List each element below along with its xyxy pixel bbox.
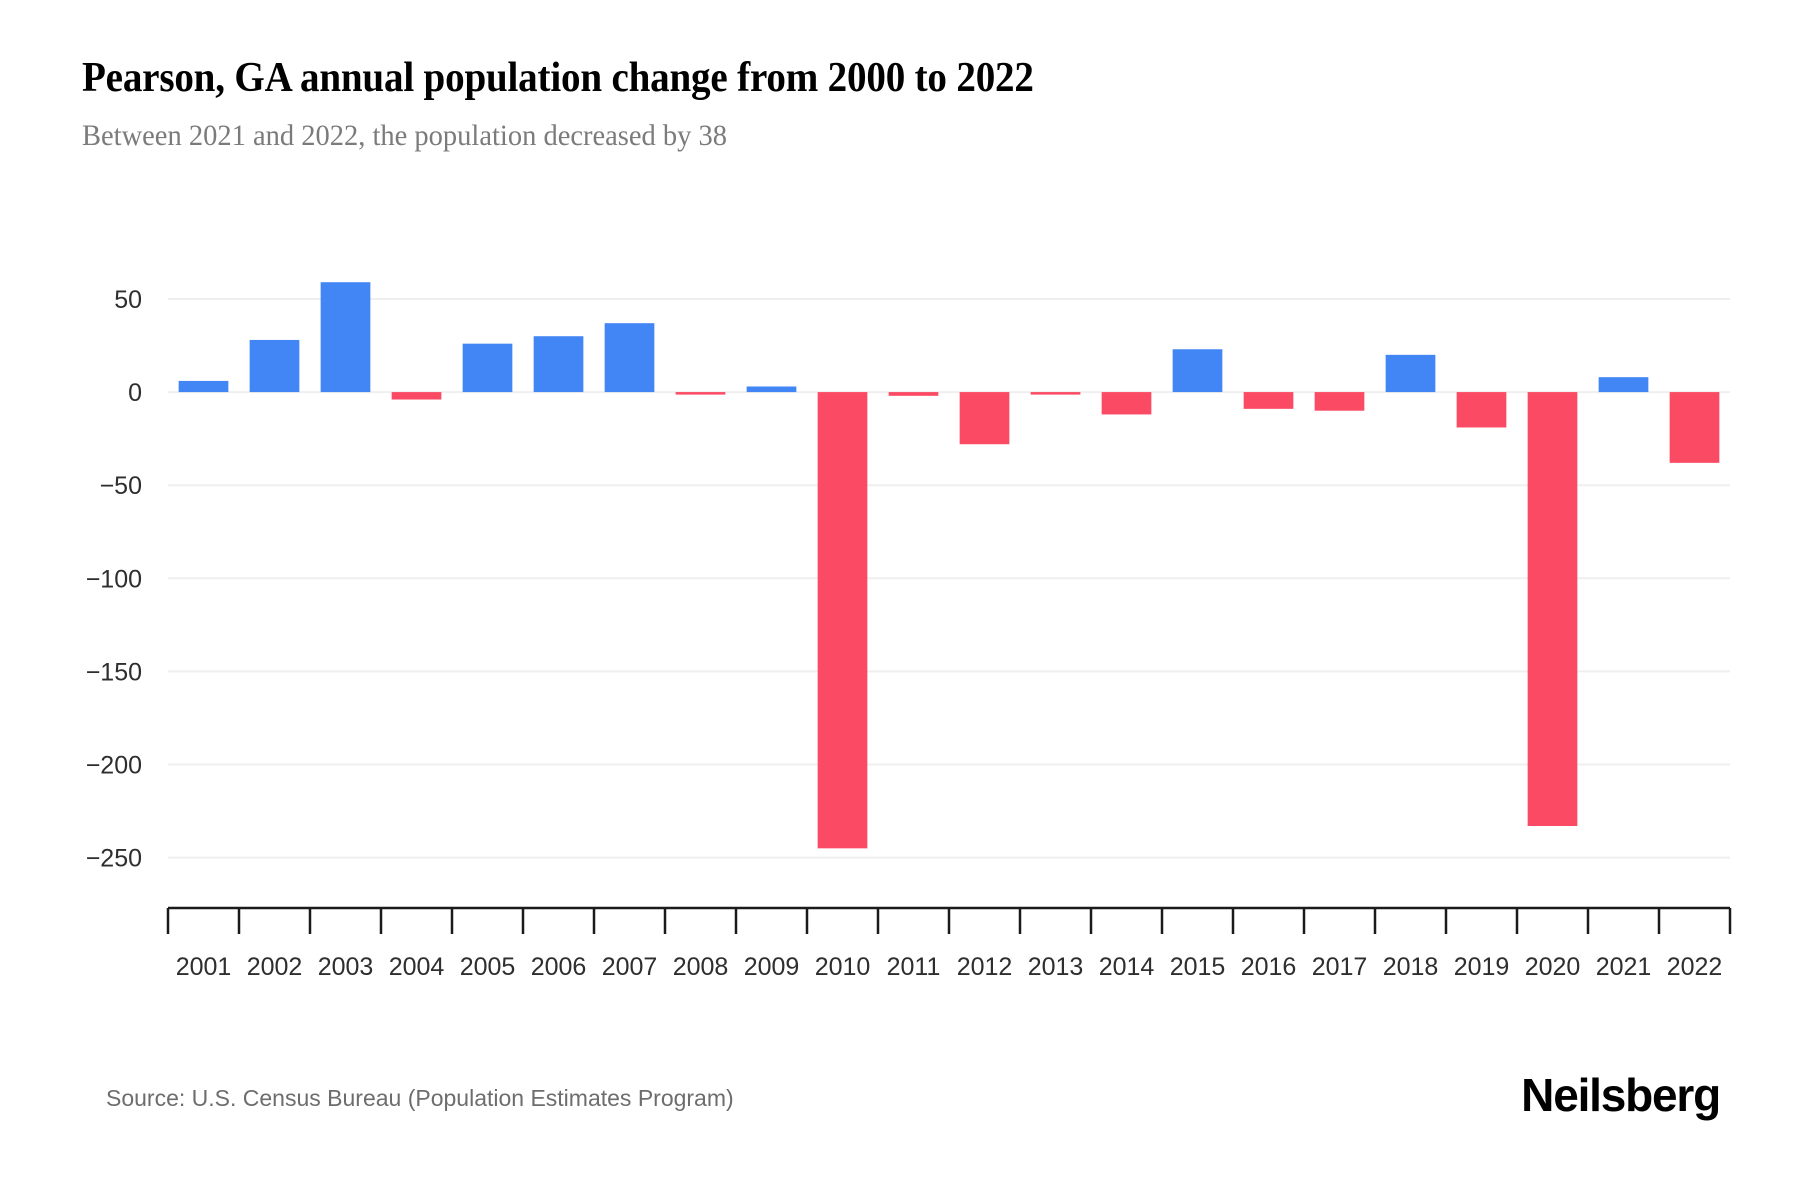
bar-2004[interactable] bbox=[391, 392, 442, 400]
y-axis-tick-label: −50 bbox=[100, 472, 142, 500]
bar-2010[interactable] bbox=[817, 392, 868, 849]
chart-subtitle: Between 2021 and 2022, the population de… bbox=[82, 119, 728, 152]
x-axis-tick-label-2020: 2020 bbox=[1525, 953, 1581, 981]
brand-logo: Neilsberg bbox=[1521, 1069, 1721, 1121]
y-axis-tick-label: 0 bbox=[128, 379, 142, 407]
bar-2008[interactable] bbox=[675, 392, 726, 395]
x-axis-tick-label-2016: 2016 bbox=[1241, 953, 1297, 981]
x-axis-tick-label-2011: 2011 bbox=[887, 953, 941, 981]
y-axis-tick-label: −100 bbox=[86, 565, 142, 593]
y-axis-tick-label: −250 bbox=[86, 845, 142, 873]
x-axis-tick-label-2015: 2015 bbox=[1170, 953, 1226, 981]
bar-2017[interactable] bbox=[1314, 392, 1365, 411]
bar-2009[interactable] bbox=[746, 386, 797, 393]
x-axis-tick-label-2019: 2019 bbox=[1454, 953, 1510, 981]
bar-2020[interactable] bbox=[1527, 392, 1578, 826]
x-axis-tick-label-2012: 2012 bbox=[957, 953, 1013, 981]
bar-2012[interactable] bbox=[959, 392, 1010, 445]
bar-2007[interactable] bbox=[604, 323, 655, 393]
bar-2006[interactable] bbox=[533, 336, 584, 393]
bar-2022[interactable] bbox=[1669, 392, 1720, 463]
page-title: Pearson, GA annual population change fro… bbox=[82, 55, 1034, 101]
y-axis: 50 0 −50 −100 −150 −200 −250 bbox=[86, 286, 142, 873]
gridlines bbox=[168, 297, 1730, 859]
x-axis-tick-label-2005: 2005 bbox=[460, 953, 516, 981]
x-axis-tick-label-2013: 2013 bbox=[1028, 953, 1084, 981]
x-axis: 2001 2002 2003 2004 2005 2006 2007 2008 2009 2010… bbox=[166, 906, 1732, 981]
y-axis-tick-label: −200 bbox=[86, 752, 142, 780]
x-axis-tick-label-2014: 2014 bbox=[1099, 953, 1155, 981]
bar-2001[interactable] bbox=[178, 380, 229, 393]
source-note: Source: U.S. Census Bureau (Population E… bbox=[106, 1085, 734, 1111]
x-axis-tick-label-2018: 2018 bbox=[1383, 953, 1439, 981]
x-axis-tick-label-2002: 2002 bbox=[247, 953, 303, 981]
y-axis-tick-label: −150 bbox=[86, 658, 142, 686]
y-axis-tick-label: 50 bbox=[114, 286, 142, 314]
x-axis-tick-label-2001: 2001 bbox=[176, 953, 232, 981]
bar-2005[interactable] bbox=[462, 343, 513, 393]
bar-2021[interactable] bbox=[1598, 377, 1649, 393]
bar-2019[interactable] bbox=[1456, 392, 1507, 428]
bars bbox=[178, 282, 1720, 849]
bar-2018[interactable] bbox=[1385, 354, 1436, 393]
x-axis-tick-label-2006: 2006 bbox=[531, 953, 587, 981]
bar-2014[interactable] bbox=[1101, 392, 1152, 415]
bar-2015[interactable] bbox=[1172, 349, 1223, 393]
x-axis-tick-label-2008: 2008 bbox=[673, 953, 729, 981]
x-axis-tick-label-2004: 2004 bbox=[389, 953, 445, 981]
x-axis-tick-label-2003: 2003 bbox=[318, 953, 374, 981]
bar-2016[interactable] bbox=[1243, 392, 1294, 409]
x-axis-tick-label-2009: 2009 bbox=[744, 953, 800, 981]
x-axis-tick-label-2021: 2021 bbox=[1596, 953, 1652, 981]
bar-2013[interactable] bbox=[1030, 392, 1081, 395]
x-axis-tick-label-2007: 2007 bbox=[602, 953, 658, 981]
chart-header: Pearson, GA annual population change fro… bbox=[82, 52, 1732, 156]
x-axis-tick-label-2010: 2010 bbox=[815, 953, 871, 981]
bar-2002[interactable] bbox=[249, 339, 300, 393]
bar-2011[interactable] bbox=[888, 392, 939, 396]
bar-2003[interactable] bbox=[320, 282, 371, 393]
x-axis-tick-label-2017: 2017 bbox=[1312, 953, 1368, 981]
x-axis-tick-label-2022: 2022 bbox=[1667, 953, 1723, 981]
